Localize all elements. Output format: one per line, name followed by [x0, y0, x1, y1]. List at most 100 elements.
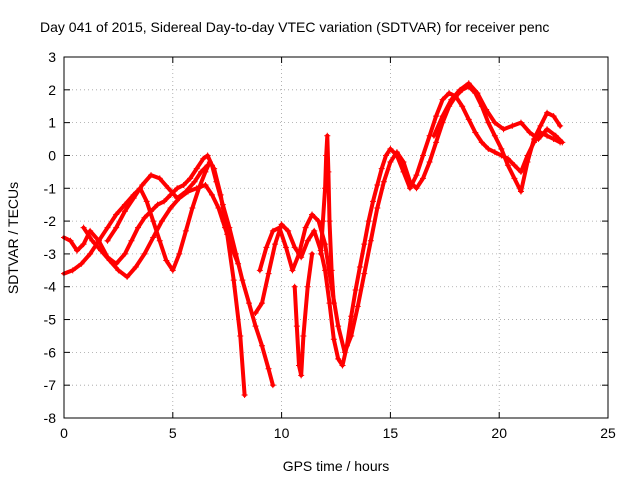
y-tick-label: -2 — [44, 213, 57, 229]
data-point — [113, 224, 120, 231]
data-point — [121, 208, 128, 215]
data-point — [139, 181, 146, 188]
x-tick-label: 20 — [491, 425, 507, 441]
data-point — [335, 355, 342, 362]
data-point — [374, 204, 381, 211]
data-point — [187, 175, 194, 182]
data-point — [459, 103, 466, 110]
data-point — [143, 198, 150, 205]
data-point — [324, 132, 331, 139]
data-point — [369, 198, 376, 205]
data-point — [256, 267, 263, 274]
data-point — [169, 267, 176, 274]
data-point — [265, 270, 272, 277]
data-point — [500, 126, 507, 133]
data-point — [544, 126, 551, 133]
data-point — [552, 132, 559, 139]
data-point — [80, 224, 87, 231]
data-point — [465, 116, 472, 123]
data-point — [191, 178, 198, 185]
data-point — [474, 90, 481, 97]
data-point — [400, 159, 407, 166]
data-point — [439, 113, 446, 120]
data-point — [263, 244, 270, 251]
data-point — [269, 227, 276, 234]
data-point — [339, 362, 346, 369]
data-point — [298, 372, 305, 379]
data-point — [511, 162, 518, 169]
data-point — [361, 241, 368, 248]
data-point — [189, 204, 196, 211]
y-tick-label: -5 — [44, 312, 57, 328]
data-point — [354, 303, 361, 310]
data-point — [208, 191, 215, 198]
data-point — [74, 247, 81, 254]
data-point — [259, 300, 266, 307]
series-line-7 — [431, 81, 565, 145]
data-point — [193, 165, 200, 172]
data-point — [259, 342, 266, 349]
data-point — [537, 122, 544, 129]
data-point — [472, 129, 479, 136]
data-point — [483, 106, 490, 113]
data-point — [446, 90, 453, 97]
data-point — [387, 145, 394, 152]
data-point — [237, 332, 244, 339]
data-point — [311, 227, 318, 234]
data-point — [200, 155, 207, 162]
data-point — [348, 313, 355, 320]
y-tick-label: 3 — [48, 49, 56, 65]
data-point — [204, 162, 211, 169]
data-point — [550, 136, 557, 143]
data-point — [406, 178, 413, 185]
data-point — [124, 273, 131, 280]
data-point — [361, 270, 368, 277]
data-point — [328, 267, 335, 274]
data-point — [106, 257, 113, 264]
data-point — [457, 86, 464, 93]
data-point — [352, 287, 359, 294]
data-point — [291, 283, 298, 290]
data-point — [163, 257, 170, 264]
y-tick-label: 2 — [48, 82, 56, 98]
data-point — [426, 159, 433, 166]
data-point — [158, 218, 165, 225]
data-point — [319, 218, 326, 225]
data-point — [348, 332, 355, 339]
data-point — [517, 168, 524, 175]
data-point — [245, 300, 252, 307]
data-point — [557, 122, 564, 129]
data-point — [302, 224, 309, 231]
y-axis-label: SDTVAR / TECUs — [5, 182, 21, 294]
x-tick-label: 10 — [274, 425, 290, 441]
data-point — [309, 211, 316, 218]
data-point — [406, 185, 413, 192]
data-point — [217, 191, 224, 198]
data-point — [174, 195, 181, 202]
data-point — [235, 260, 242, 267]
data-point — [433, 113, 440, 120]
y-tick-label: -7 — [44, 377, 57, 393]
data-point — [304, 237, 311, 244]
data-point — [161, 198, 168, 205]
data-point — [325, 168, 332, 175]
data-point — [148, 172, 155, 179]
data-point — [67, 237, 74, 244]
data-point — [182, 188, 189, 195]
data-point — [239, 277, 246, 284]
data-point — [113, 211, 120, 218]
data-point — [104, 224, 111, 231]
data-point — [526, 129, 533, 136]
x-tick-label: 5 — [169, 425, 177, 441]
data-point — [174, 185, 181, 192]
data-point — [559, 139, 566, 146]
data-point — [269, 382, 276, 389]
data-point — [309, 250, 316, 257]
data-point — [304, 283, 311, 290]
data-point — [215, 204, 222, 211]
data-point — [228, 244, 235, 251]
data-point — [180, 181, 187, 188]
y-tick-label: -8 — [44, 410, 57, 426]
data-point — [517, 188, 524, 195]
